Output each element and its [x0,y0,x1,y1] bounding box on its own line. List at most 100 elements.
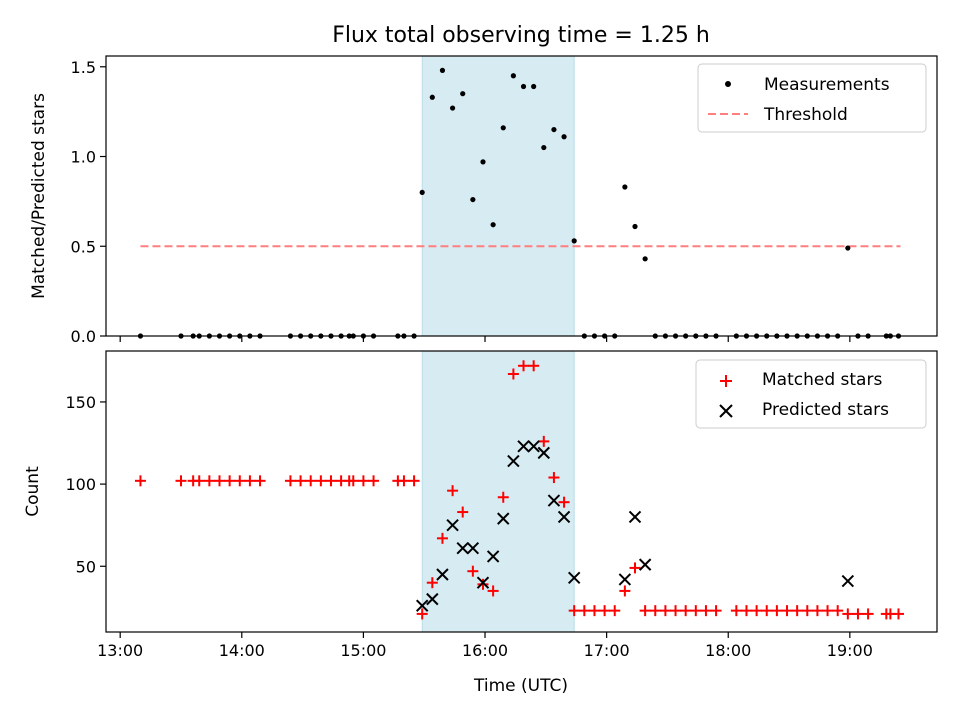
matched-star-point [244,475,256,487]
matched-star-point [680,605,692,617]
x-tick-label: 19:00 [827,641,873,660]
matched-star-point [436,532,448,544]
top-y-axis-label: Matched/Predicted stars [29,93,49,299]
matched-star-point [357,475,369,487]
measurement-point [622,184,628,190]
predicted-star-point [841,574,855,588]
predicted-star-point [547,494,561,507]
matched-star-point [426,577,438,589]
matched-star-point [305,475,317,487]
measurement-point [500,125,506,131]
predicted-star-point [628,510,642,524]
x-tick-label: 16:00 [462,641,508,660]
x-tick-label: 15:00 [340,641,386,660]
bottom-y-axis-label: Count [23,466,43,517]
matched-star-point [892,608,904,620]
matched-star-point [740,605,752,617]
bottom-y-tick-label: 150 [65,393,96,412]
legend-predicted-label: Predicted stars [762,400,889,420]
matched-star-point [528,360,540,372]
measurement-point [561,134,567,140]
predicted-star-point [446,518,459,532]
measurement-point [845,245,851,251]
x-tick-label: 18:00 [705,641,751,660]
matched-star-point [801,605,813,617]
matched-star-point [771,605,783,617]
predicted-star-point [527,440,540,453]
matched-star-point [670,605,682,617]
figure-title: Flux total observing time = 1.25 h [332,23,710,48]
measurement-point [551,126,557,133]
bottom-legend: Matched stars Predicted stars [695,359,927,429]
matched-star-point [447,485,459,497]
measurement-point [419,189,425,196]
matched-star-point [690,605,702,617]
matched-star-point [254,475,266,487]
top-y-tick-label: 0.0 [71,327,96,346]
measurement-point [541,144,547,151]
measurement-point [571,238,577,244]
matched-star-point [224,475,236,487]
predicted-star-point [436,568,449,581]
bottom-shaded-span [421,350,575,633]
matched-star-point [781,605,793,617]
matched-star-point [710,605,722,617]
predicted-star-point [456,541,469,555]
bottom-panel: 13:00 14:00 15:00 16:00 17:00 18:00 19:00 50 100… [23,350,938,696]
predicted-star-point [426,592,439,606]
matched-star-point [416,608,428,620]
predicted-star-point [537,446,551,460]
matched-star-point [629,562,641,574]
matched-star-point [538,435,550,447]
x-axis-label: Time (UTC) [473,676,568,696]
matched-star-point [467,565,479,577]
matched-star-point [368,475,380,487]
matched-star-point [578,605,590,617]
matched-star-point [203,475,215,487]
x-tick-label: 14:00 [219,641,265,660]
bottom-legend-box [695,359,927,429]
predicted-star-point [567,571,581,584]
matched-star-point [295,475,307,487]
measurement-point [449,105,456,111]
top-legend-box [697,63,927,133]
measurement-point [531,83,537,90]
x-tick-label: 17:00 [584,641,630,660]
top-legend: Measurements Threshold [697,63,927,133]
matched-star-point [175,475,187,487]
matched-star-point [730,605,742,617]
predicted-star-point [517,440,530,453]
measurement-point [480,159,486,165]
predicted-star-point [415,599,429,612]
measurement-point [632,223,638,230]
legend-measurements-label: Measurements [764,75,890,95]
matched-star-point [619,585,631,597]
measurement-point [460,91,466,97]
matched-star-point [558,496,570,508]
matched-star-point [862,608,874,620]
x-tick-label: 13:00 [97,641,143,660]
matched-star-point [842,608,854,620]
matched-star-point [700,605,712,617]
legend-matched-label: Matched stars [762,370,882,390]
matched-star-point [568,605,580,617]
bottom-axes-frame [105,350,938,633]
matched-star-point [134,475,146,487]
matched-star-point [325,475,337,487]
measurement-point [642,256,648,262]
matched-star-point [751,605,763,617]
matched-star-point [347,475,359,487]
matched-star-point [761,605,773,617]
matched-star-point [487,585,499,597]
matched-star-point [193,475,205,487]
bottom-ticks: 13:00 14:00 15:00 16:00 17:00 18:00 19:00 50 100… [65,393,872,660]
bottom-y-tick-label: 100 [65,475,96,494]
measurement-point [429,94,435,100]
matched-star-point [588,605,600,617]
top-shaded-span [421,55,575,337]
predicted-star-point [557,510,571,524]
measurement-point [439,67,446,73]
matched-star-point [507,368,519,380]
matched-star-point [315,475,327,487]
